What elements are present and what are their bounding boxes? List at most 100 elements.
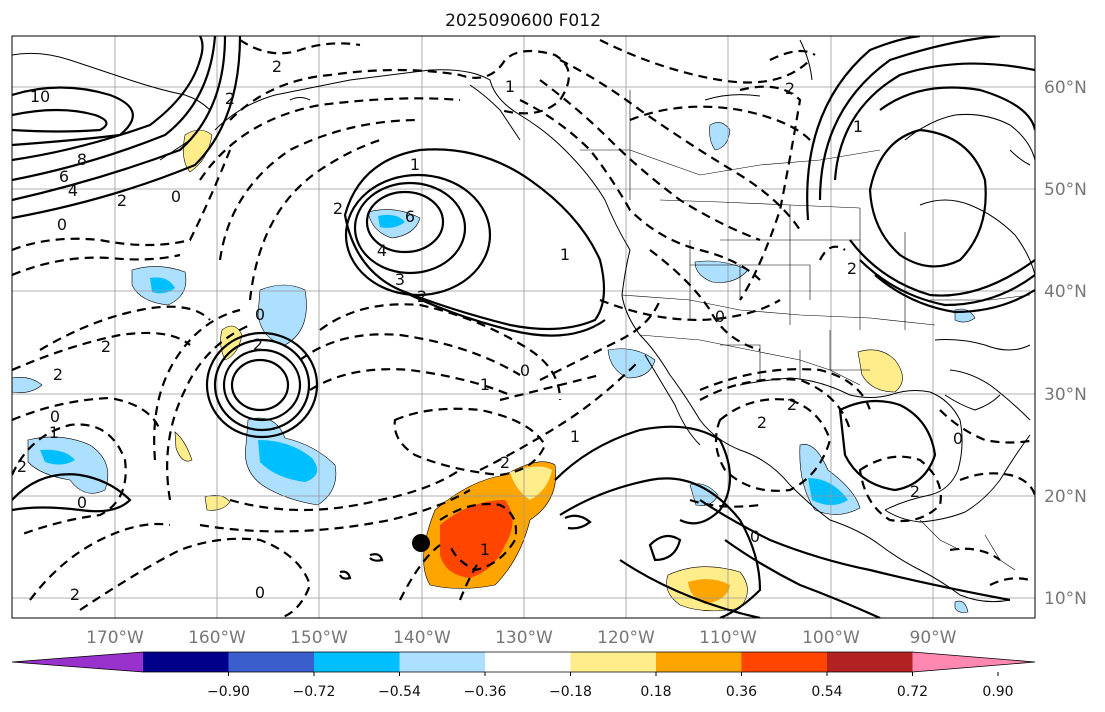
colorbar-tick-label: −0.72: [293, 684, 336, 700]
colorbar-tick-label: 0.90: [982, 684, 1013, 700]
colorbar-segment: [656, 652, 742, 672]
storm-center-marker: [412, 534, 430, 552]
contour-label: 2: [910, 482, 920, 501]
negative-anomaly-core: [808, 478, 848, 505]
contour-label: 0: [750, 527, 760, 546]
lon-label: 150°W: [290, 628, 348, 648]
contour-label: 2: [757, 413, 767, 432]
contour-label: 2: [225, 89, 235, 108]
colorbar-tick-label: 0.54: [811, 684, 842, 700]
lat-label: 40°N: [1044, 282, 1087, 302]
lon-label: 130°W: [495, 628, 553, 648]
colorbar-segment: [228, 652, 315, 672]
negative-anomaly-region: [954, 600, 969, 613]
lat-label: 50°N: [1044, 180, 1087, 200]
contour-label: 0: [171, 187, 181, 206]
positive-anomaly-edge: [510, 466, 552, 500]
contour-label: 1: [505, 77, 515, 96]
contour-label: 0: [715, 307, 725, 326]
colorbar: −0.90 −0.72 −0.54 −0.36 −0.18 0.18 0.36 0.54 0.7…: [11, 651, 1036, 700]
negative-anomaly-core: [40, 449, 75, 465]
contour-label: 1: [480, 375, 490, 394]
contour-label: 8: [77, 150, 87, 169]
contour-label: 2: [333, 199, 343, 218]
lat-label: 20°N: [1044, 487, 1087, 507]
lon-label: 140°W: [393, 628, 451, 648]
contour-label: 0: [520, 361, 530, 380]
contour-label: 6: [405, 207, 415, 226]
contour-label: 2: [53, 365, 63, 384]
contour-label: 2: [70, 585, 80, 604]
shading-layer: [12, 122, 976, 613]
colorbar-tick-label: −0.18: [549, 684, 592, 700]
contour-label: 2: [272, 57, 282, 76]
contour-label: 1: [853, 117, 863, 136]
lon-label: 90°W: [910, 628, 957, 648]
contour-label: 2: [253, 335, 263, 354]
contour-label: 0: [50, 407, 60, 426]
negative-anomaly-core: [378, 214, 405, 228]
negative-anomaly-core: [258, 440, 318, 482]
negative-anomaly-region: [607, 348, 656, 379]
lat-label: 10°N: [1044, 589, 1087, 609]
colorbar-tick-label: 0.18: [640, 684, 671, 700]
colorbar-segment: [314, 652, 400, 672]
contour-label: 1: [560, 245, 570, 264]
lon-label: 160°W: [188, 628, 246, 648]
contour-label: 1: [480, 540, 490, 559]
lon-label: 110°W: [699, 628, 757, 648]
contour-label: 0: [255, 583, 265, 602]
colorbar-segment: [485, 652, 571, 672]
positive-anomaly-region: [174, 431, 193, 462]
colorbar-segment: [399, 652, 486, 672]
colorbar-extend-min: [12, 652, 143, 672]
map-title: 2025090600 F012: [445, 11, 601, 31]
positive-anomaly-core: [440, 500, 513, 578]
negative-anomaly-region: [709, 122, 731, 151]
contour-label: 3: [395, 270, 405, 289]
contour-label: 0: [57, 215, 67, 234]
colorbar-tick-label: −0.36: [464, 684, 507, 700]
negative-anomaly-core: [150, 277, 175, 294]
contour-labels: 10 8 6 4 2 0 2 2 1 1 2 0 1 2 6 4 3 2 1 0…: [17, 57, 963, 604]
latitude-labels: 60°N 50°N 40°N 30°N 20°N 10°N: [1044, 78, 1087, 609]
contour-label: 0: [953, 429, 963, 448]
contour-label: 2: [101, 337, 111, 356]
dashed-contours: [12, 39, 1035, 618]
plot-frame: [11, 35, 1036, 619]
colorbar-segment: [741, 652, 828, 672]
map-layers: 10 8 6 4 2 0 2 2 1 1 2 0 1 2 6 4 3 2 1 0…: [12, 36, 1035, 618]
contour-label: 4: [68, 181, 78, 200]
lon-label: 100°W: [802, 628, 860, 648]
contour-label: 1: [410, 155, 420, 174]
contour-label: 2: [417, 287, 427, 306]
contour-label: 2: [500, 453, 510, 472]
contour-label: 2: [847, 259, 857, 278]
contour-label: 6: [59, 167, 69, 186]
negative-anomaly-region: [12, 377, 43, 393]
colorbar-extend-max: [912, 652, 1035, 672]
colorbar-tick-label: −0.54: [378, 684, 421, 700]
colorbar-segment: [827, 652, 913, 672]
positive-anomaly-region: [857, 349, 903, 393]
contour-label: 0: [77, 493, 87, 512]
colorbar-segment: [570, 652, 657, 672]
contour-label: 2: [787, 395, 797, 414]
contour-label: 1: [570, 427, 580, 446]
contour-label: 0: [255, 305, 265, 324]
colorbar-tick-label: 0.72: [897, 684, 928, 700]
coastlines: [12, 39, 1035, 603]
contour-label: 1: [49, 423, 59, 442]
lat-label: 30°N: [1044, 385, 1087, 405]
lon-label: 120°W: [597, 628, 655, 648]
positive-anomaly-region: [204, 495, 231, 511]
colorbar-outline: [11, 651, 1036, 673]
contour-label: 2: [17, 457, 27, 476]
negative-anomaly-region: [689, 483, 719, 506]
lon-label: 170°W: [86, 628, 144, 648]
colorbar-tick-label: −0.90: [207, 684, 250, 700]
colorbar-segment: [143, 652, 229, 672]
lat-label: 60°N: [1044, 78, 1087, 98]
contour-label: 10: [30, 87, 50, 106]
